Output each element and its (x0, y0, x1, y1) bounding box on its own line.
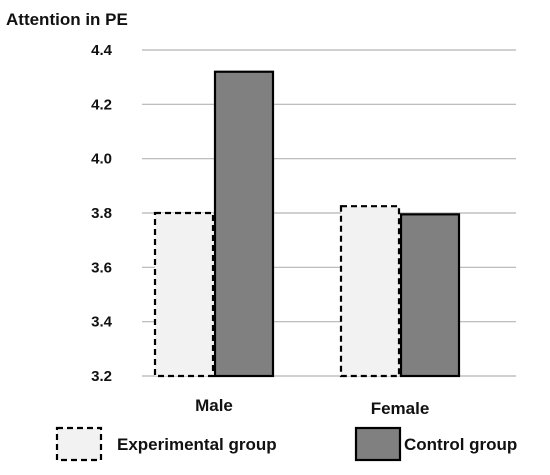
bar-control-female (399, 213, 461, 378)
y-axis-ticks: 3.2 3.4 3.6 3.8 4.0 4.2 4.4 (91, 42, 113, 385)
legend: Experimental group Control group (55, 426, 517, 462)
legend-label: Experimental group (117, 435, 277, 454)
y-tick-label: 4.2 (91, 96, 112, 113)
y-tick-label: 4.0 (91, 151, 112, 168)
bar-experimental-male (153, 211, 215, 378)
x-category-label: Female (371, 399, 430, 418)
legend-swatch (55, 426, 103, 462)
x-category-label: Male (195, 396, 233, 415)
y-tick-label: 3.8 (91, 205, 112, 222)
bars (153, 70, 461, 378)
y-axis-title: Attention in PE (6, 10, 128, 29)
y-tick-label: 3.2 (91, 368, 112, 385)
legend-swatch (354, 426, 402, 462)
bar-control-male (213, 70, 275, 378)
legend-label: Control group (404, 435, 517, 454)
x-axis-categories: Male Female (195, 396, 429, 418)
y-tick-label: 3.6 (91, 259, 112, 276)
y-tick-label: 3.4 (91, 314, 113, 331)
y-tick-label: 4.4 (91, 42, 113, 59)
bar-experimental-female (339, 205, 401, 378)
